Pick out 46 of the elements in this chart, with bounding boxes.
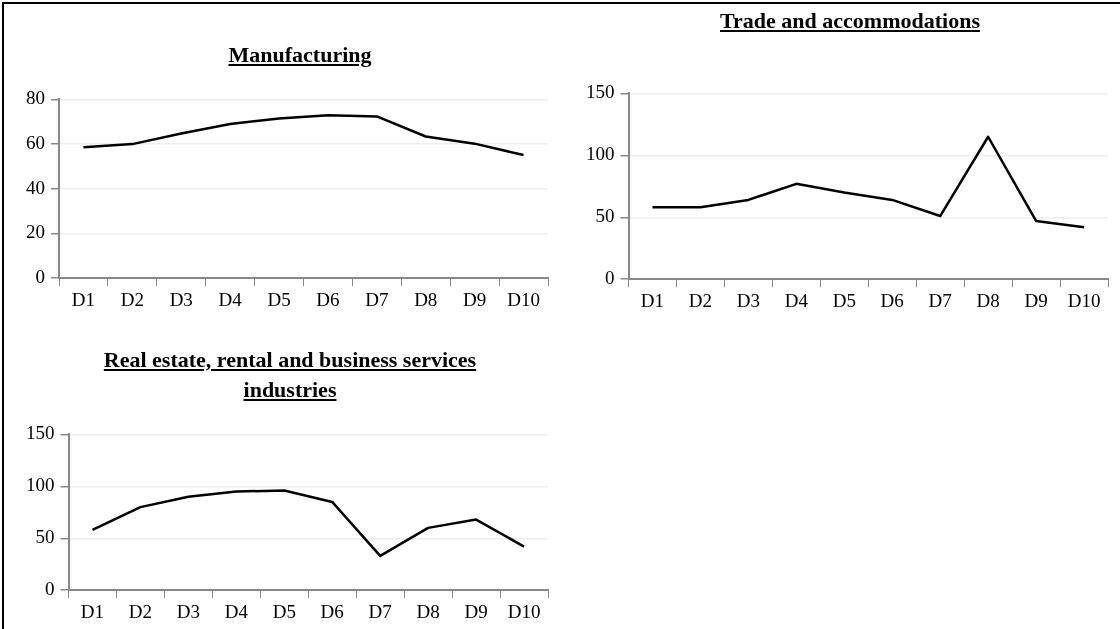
y-tick-label: 100 — [586, 143, 615, 165]
y-tick-label: 50 — [35, 526, 55, 548]
x-tick-label: D4 — [224, 600, 249, 622]
x-tick-label: D6 — [880, 289, 904, 311]
x-tick-label: D8 — [414, 288, 438, 310]
y-tick-label: 50 — [595, 205, 615, 227]
x-tick-label: D3 — [736, 289, 760, 311]
y-tick-label: 150 — [586, 81, 615, 103]
y-tick-label: 0 — [45, 578, 55, 600]
x-tick-label: D1 — [640, 289, 665, 311]
y-tick-label: 150 — [26, 422, 55, 444]
x-tick-label: D8 — [976, 289, 1000, 311]
chart-title: Trade and accommodations — [719, 7, 981, 35]
x-tick-label: D5 — [272, 600, 296, 622]
x-tick-label: D4 — [218, 288, 243, 310]
x-tick-label: D7 — [365, 288, 389, 310]
x-tick-label: D9 — [464, 600, 488, 622]
y-tick-label: 0 — [35, 266, 45, 288]
y-tick-label: 100 — [26, 474, 55, 496]
y-tick-label: 20 — [26, 221, 45, 243]
x-tick-label: D2 — [128, 600, 153, 622]
y-tick-label: 60 — [26, 132, 45, 154]
y-tick-label: 80 — [26, 87, 45, 109]
x-tick-label: D10 — [1067, 289, 1101, 311]
y-tick-label: 40 — [26, 176, 45, 198]
x-tick-label: D6 — [320, 600, 344, 622]
x-tick-label: D2 — [688, 289, 713, 311]
x-tick-label: D3 — [176, 600, 200, 622]
x-tick-label: D2 — [120, 288, 144, 310]
x-tick-label: D5 — [832, 289, 856, 311]
y-tick-label: 0 — [605, 267, 615, 289]
x-tick-label: D7 — [928, 289, 952, 311]
chart-title: Real estate, rental and business services industries — [102, 346, 478, 404]
chart-title: Manufacturing — [227, 41, 373, 69]
x-tick-label: D10 — [507, 288, 540, 310]
x-tick-label: D1 — [80, 600, 105, 622]
x-tick-label: D8 — [416, 600, 440, 622]
x-tick-label: D10 — [507, 600, 541, 622]
x-tick-label: D4 — [784, 289, 809, 311]
x-tick-label: D5 — [267, 288, 291, 310]
x-tick-label: D3 — [169, 288, 193, 310]
x-tick-label: D6 — [316, 288, 340, 310]
x-tick-label: D7 — [368, 600, 392, 622]
x-tick-label: D1 — [71, 288, 96, 310]
x-tick-label: D9 — [1024, 289, 1048, 311]
x-tick-label: D9 — [463, 288, 487, 310]
